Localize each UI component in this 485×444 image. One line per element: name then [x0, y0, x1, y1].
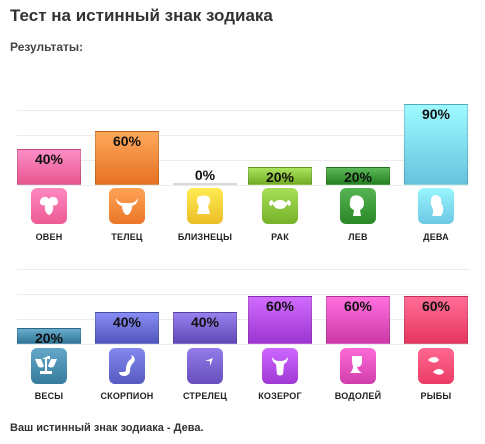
bar-4: [326, 167, 390, 185]
results-chart-bottom: 20% ВЕСЫ 40% СКОРПИОН 40% СТРЕЛЕЦ 60% КОЗЕРОГ 60…: [17, 255, 470, 405]
crab-icon: [262, 188, 298, 224]
sign-name: ЛЕВ: [348, 232, 368, 242]
sign-name: ВЕСЫ: [34, 391, 64, 401]
gridline: [17, 269, 470, 270]
result-footer: Ваш истинный знак зодиака - Дева.: [10, 422, 204, 434]
sign-name: СТРЕЛЕЦ: [182, 391, 228, 401]
bar-3: [248, 167, 312, 185]
bar-9: [248, 296, 312, 344]
results-chart-top: 40% ОВЕН 60% ТЕЛЕЦ 0% БЛИЗНЕЦЫ 20% РАК 20% ЛЕВ 90%…: [17, 75, 470, 245]
goat-icon: [262, 348, 298, 384]
sign-name: КОЗЕРОГ: [258, 391, 302, 401]
maiden-icon: [418, 188, 454, 224]
lion-icon: [340, 188, 376, 224]
bar-2: [173, 183, 237, 185]
gridline: [17, 110, 470, 111]
sign-name: СКОРПИОН: [100, 391, 154, 401]
bar-value-label: 60%: [421, 298, 451, 314]
bar-6: [17, 328, 81, 344]
scales-icon: [31, 348, 67, 384]
gridline: [17, 344, 470, 345]
bar-value-label: 60%: [112, 133, 142, 149]
sign-name: ТЕЛЕЦ: [111, 232, 143, 242]
sign-name: ВОДОЛЕЙ: [334, 391, 382, 401]
bar-value-label: 20%: [34, 330, 64, 346]
sign-name: РЫБЫ: [420, 391, 452, 401]
bar-value-label: 90%: [421, 106, 451, 122]
bar-7: [95, 312, 159, 344]
scorpion-icon: [109, 348, 145, 384]
archer-icon: [187, 348, 223, 384]
gridline: [17, 160, 470, 161]
fish-icon: [418, 348, 454, 384]
twins-icon: [187, 188, 223, 224]
bar-0: [17, 149, 81, 185]
bar-value-label: 40%: [34, 151, 64, 167]
ram-icon: [31, 188, 67, 224]
sign-name: БЛИЗНЕЦЫ: [177, 232, 233, 242]
gridline: [17, 135, 470, 136]
gridline: [17, 294, 470, 295]
sign-name: РАК: [271, 232, 289, 242]
results-heading: Результаты:: [10, 40, 84, 54]
bar-value-label: 20%: [265, 169, 295, 185]
gridline: [17, 185, 470, 186]
bar-value-label: 0%: [194, 167, 216, 183]
bull-icon: [109, 188, 145, 224]
page-title: Тест на истинный знак зодиака: [10, 6, 273, 25]
sign-name: ОВЕН: [35, 232, 63, 242]
bar-10: [326, 296, 390, 344]
gridline: [17, 319, 470, 320]
bar-value-label: 40%: [190, 314, 220, 330]
bar-11: [404, 296, 468, 344]
sign-name: ДЕВА: [423, 232, 449, 242]
bar-value-label: 20%: [343, 169, 373, 185]
water-bearer-icon: [340, 348, 376, 384]
bar-value-label: 40%: [112, 314, 142, 330]
bar-value-label: 60%: [265, 298, 295, 314]
bar-value-label: 60%: [343, 298, 373, 314]
bar-8: [173, 312, 237, 344]
bar-1: [95, 131, 159, 185]
bar-5: [404, 104, 468, 185]
